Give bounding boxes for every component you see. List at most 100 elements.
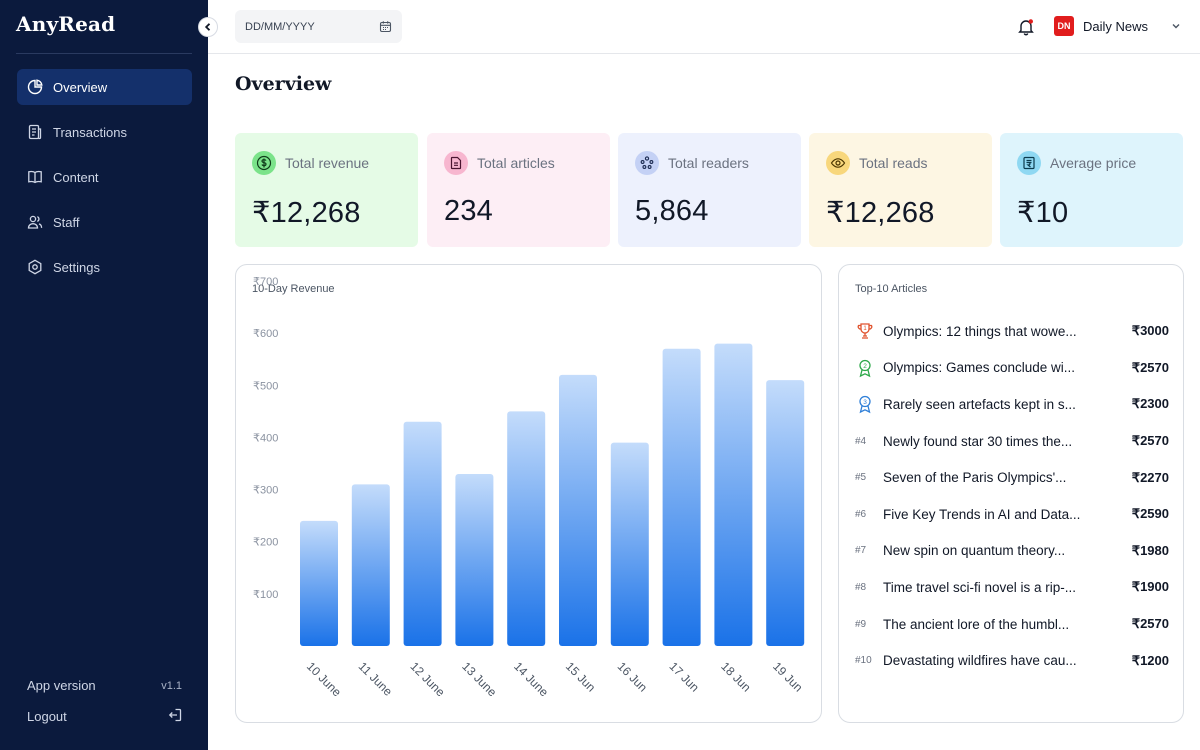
sidebar-item-label: Staff [53, 214, 80, 230]
x-tick-label: 15 Jun [563, 659, 598, 694]
revenue-bar[interactable] [507, 411, 546, 646]
stat-value: ₹12,268 [826, 197, 935, 229]
revenue-bar[interactable] [766, 380, 805, 646]
y-tick-label: ₹400 [253, 432, 278, 444]
revenue-chart-panel: 10-Day Revenue ₹700 ₹600 ₹500 ₹400 ₹300 ₹200 ₹… [235, 264, 822, 723]
collapse-sidebar-button[interactable] [198, 17, 218, 37]
article-row[interactable]: 1 Olympics: 12 things that wowe... ₹3000 [855, 313, 1169, 350]
article-revenue: ₹1900 [1131, 579, 1169, 595]
book-icon [27, 169, 43, 185]
article-revenue: ₹1200 [1131, 652, 1169, 668]
y-tick-label: ₹100 [253, 589, 278, 601]
y-tick-label: ₹500 [253, 380, 278, 392]
trophy-icon: 1 [855, 321, 883, 341]
stat-value: ₹12,268 [252, 197, 361, 229]
stat-card-total-reads: Total reads ₹12,268 [809, 133, 992, 247]
sidebar-item-label: Overview [53, 79, 108, 95]
article-revenue: ₹2270 [1131, 469, 1169, 485]
revenue-bar[interactable] [403, 421, 442, 646]
sidebar-item-label: Settings [53, 259, 100, 275]
x-tick-label: 11 June [356, 659, 396, 699]
article-row[interactable]: #10 Devastating wildfires have cau... ₹120… [855, 642, 1169, 679]
revenue-bar[interactable] [559, 374, 597, 646]
article-title: Five Key Trends in AI and Data... [883, 506, 1081, 522]
app-version-value: v1.1 [161, 679, 182, 692]
x-tick-label: 12 June [407, 659, 447, 699]
article-row[interactable]: 3 Rarely seen artefacts kept in s... ₹2300 [855, 386, 1169, 423]
date-input-placeholder: DD/MM/YYYY [245, 20, 315, 33]
revenue-bar[interactable] [714, 343, 753, 646]
sidebar-item-overview[interactable]: Overview [17, 69, 192, 105]
eye-icon [826, 151, 850, 175]
pie-chart-icon [27, 79, 43, 95]
stat-card-total-readers: Total readers 5,864 [618, 133, 801, 247]
stat-label: Total revenue [285, 155, 370, 171]
article-row[interactable]: #7 New spin on quantum theory... ₹1980 [855, 533, 1169, 570]
stat-label: Total readers [668, 155, 749, 171]
top-articles-title: Top-10 Articles [855, 283, 928, 295]
document-icon [444, 151, 468, 175]
revenue-bar[interactable] [300, 520, 338, 646]
article-revenue: ₹2570 [1131, 359, 1169, 375]
article-row[interactable]: 2 Olympics: Games conclude wi... ₹2570 [855, 350, 1169, 387]
dollar-coin-icon [252, 151, 276, 175]
page-title: Overview [235, 73, 332, 95]
stat-label: Total articles [477, 155, 555, 171]
article-revenue: ₹2590 [1131, 506, 1169, 522]
sidebar-item-transactions[interactable]: Transactions [17, 114, 192, 150]
stat-value: 5,864 [635, 195, 709, 227]
revenue-bar[interactable] [455, 473, 494, 646]
x-tick-label: 14 June [511, 659, 551, 699]
article-revenue: ₹3000 [1131, 323, 1169, 339]
sidebar-nav: Overview Transactions Content Staff Sett… [17, 69, 192, 294]
x-tick-label: 18 Jun [718, 659, 753, 694]
article-row[interactable]: #4 Newly found star 30 times the... ₹2570 [855, 423, 1169, 460]
stat-label: Total reads [859, 155, 928, 171]
article-row[interactable]: #5 Seven of the Paris Olympics'... ₹2270 [855, 459, 1169, 496]
svg-text:3: 3 [863, 399, 867, 406]
top-articles-list: 1 Olympics: 12 things that wowe... ₹3000 2 O… [855, 313, 1169, 679]
logout-button[interactable]: Logout [27, 708, 182, 725]
stat-value: 234 [444, 195, 493, 227]
article-row[interactable]: #8 Time travel sci-fi novel is a rip-... ₹… [855, 569, 1169, 606]
sidebar-item-settings[interactable]: Settings [17, 249, 192, 285]
price-tag-icon [1017, 151, 1041, 175]
article-title: Devastating wildfires have cau... [883, 653, 1077, 669]
sidebar-item-staff[interactable]: Staff [17, 204, 192, 240]
chevron-down-icon [1170, 20, 1182, 32]
app-version-row: App version v1.1 [27, 678, 182, 693]
sidebar-item-content[interactable]: Content [17, 159, 192, 195]
svg-text:1: 1 [863, 326, 867, 332]
article-rank: #8 [855, 581, 867, 593]
svg-text:2: 2 [863, 363, 867, 370]
publisher-menu[interactable]: DN Daily News [1054, 16, 1182, 36]
x-tick-label: 13 June [459, 659, 499, 699]
article-title: New spin on quantum theory... [883, 543, 1066, 559]
notifications-bell-icon[interactable] [1016, 17, 1036, 37]
stat-card-total-revenue: Total revenue ₹12,268 [235, 133, 418, 247]
article-title: Rarely seen artefacts kept in s... [883, 396, 1076, 412]
revenue-bar[interactable] [610, 442, 649, 646]
article-title: Time travel sci-fi novel is a rip-... [883, 579, 1077, 595]
x-tick-label: 10 June [304, 659, 344, 699]
sidebar-item-label: Content [53, 169, 99, 185]
article-row[interactable]: #9 The ancient lore of the humbl... ₹2570 [855, 606, 1169, 643]
article-row[interactable]: #6 Five Key Trends in AI and Data... ₹2590 [855, 496, 1169, 533]
y-tick-label: ₹300 [253, 485, 278, 497]
article-revenue: ₹2300 [1131, 396, 1169, 412]
revenue-bar[interactable] [351, 484, 390, 646]
revenue-bar[interactable] [662, 348, 701, 646]
publisher-name: Daily News [1083, 18, 1149, 34]
stat-card-average-price: Average price ₹10 [1000, 133, 1183, 247]
medal-icon: 3 [855, 394, 883, 414]
article-rank: #7 [855, 545, 867, 557]
sidebar: AnyRead Overview Transactions Content St… [0, 0, 208, 750]
article-title: Seven of the Paris Olympics'... [883, 470, 1067, 486]
revenue-chart-title: 10-Day Revenue [252, 283, 335, 295]
gear-icon [27, 259, 43, 275]
date-input[interactable]: DD/MM/YYYY [235, 10, 402, 43]
publisher-badge: DN [1054, 16, 1074, 36]
readers-icon [635, 151, 659, 175]
article-title: Newly found star 30 times the... [883, 433, 1073, 449]
article-rank: #5 [855, 472, 867, 484]
